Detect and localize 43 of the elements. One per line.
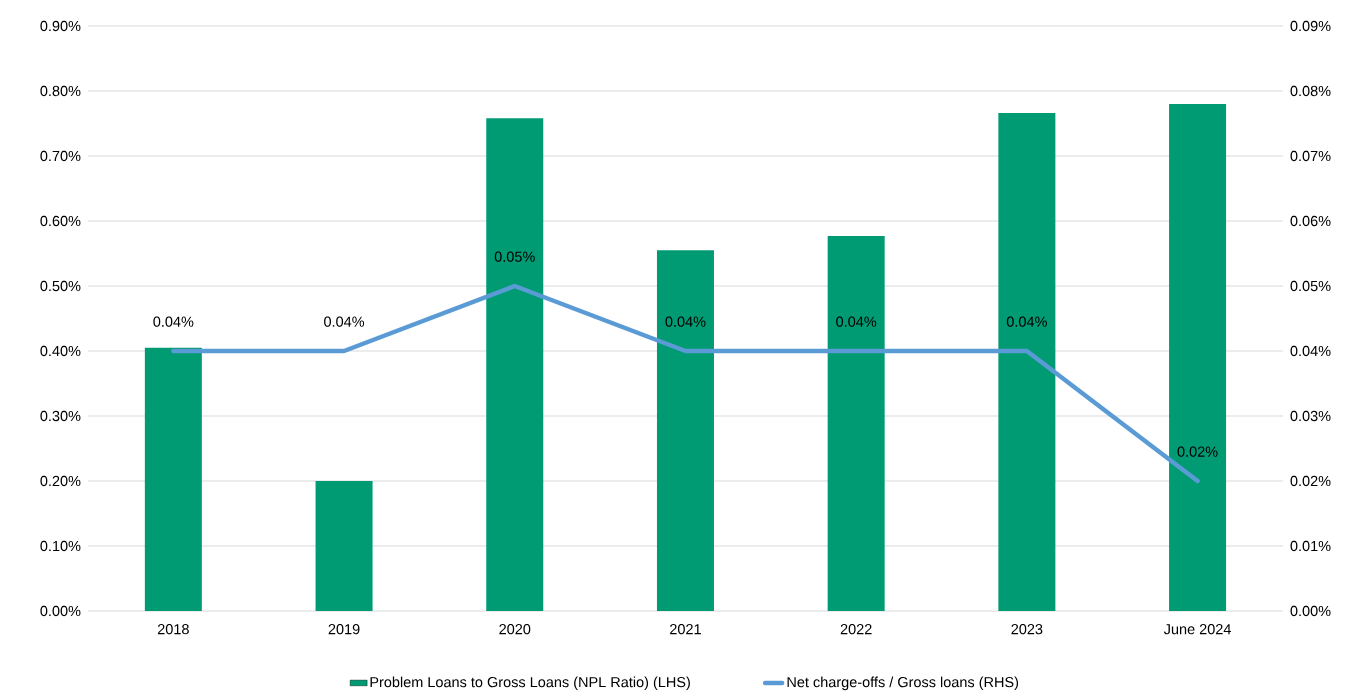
y-tick-label: 0.70% xyxy=(40,150,81,162)
x-tick-label: 2022 xyxy=(840,624,872,635)
y2-tick-label: 0.05% xyxy=(1290,280,1331,292)
bar xyxy=(656,250,714,611)
y-tick-label: 0.30% xyxy=(40,410,81,422)
y2-tick-label: 0.06% xyxy=(1290,215,1331,227)
y-tick-label: 0.60% xyxy=(40,215,81,227)
x-tick-label: 2019 xyxy=(328,624,360,635)
legend-label: Problem Loans to Gross Loans (NPL Ratio) (LHS) xyxy=(370,676,690,691)
data-label: 0.05% xyxy=(494,251,535,262)
y-tick-label: 0.90% xyxy=(40,20,81,32)
bar xyxy=(1169,104,1227,611)
data-label: 0.04% xyxy=(836,316,877,327)
data-label: 0.04% xyxy=(1006,316,1047,327)
x-tick-label: 2018 xyxy=(157,624,189,635)
bar xyxy=(315,481,373,611)
bar xyxy=(998,113,1056,611)
y-tick-label: 0.50% xyxy=(40,280,81,292)
y2-tick-label: 0.00% xyxy=(1290,605,1331,617)
y2-tick-label: 0.09% xyxy=(1290,20,1331,32)
data-label: 0.02% xyxy=(1177,446,1218,457)
y2-tick-label: 0.04% xyxy=(1290,345,1331,357)
x-tick-label: 2023 xyxy=(1011,624,1043,635)
y2-tick-label: 0.02% xyxy=(1290,475,1331,487)
x-tick-label: 2020 xyxy=(499,624,531,635)
y2-tick-label: 0.03% xyxy=(1290,410,1331,422)
y-tick-label: 0.80% xyxy=(40,85,81,97)
y-tick-label: 0.20% xyxy=(40,475,81,487)
x-tick-label: June 2024 xyxy=(1163,624,1231,635)
bar xyxy=(144,347,202,611)
bar xyxy=(827,235,885,611)
y-tick-label: 0.40% xyxy=(40,345,81,357)
y-tick-label: 0.00% xyxy=(40,605,81,617)
data-label: 0.04% xyxy=(153,316,194,327)
x-tick-label: 2021 xyxy=(670,624,701,635)
y-tick-label: 0.10% xyxy=(40,540,81,552)
y2-tick-label: 0.01% xyxy=(1290,540,1331,552)
legend-label: Net charge-offs / Gross loans (RHS) xyxy=(787,676,1019,691)
bar xyxy=(486,118,544,611)
data-label: 0.04% xyxy=(324,316,365,327)
data-label: 0.04% xyxy=(665,316,706,327)
y2-tick-label: 0.07% xyxy=(1290,150,1331,162)
y2-tick-label: 0.08% xyxy=(1290,85,1331,97)
